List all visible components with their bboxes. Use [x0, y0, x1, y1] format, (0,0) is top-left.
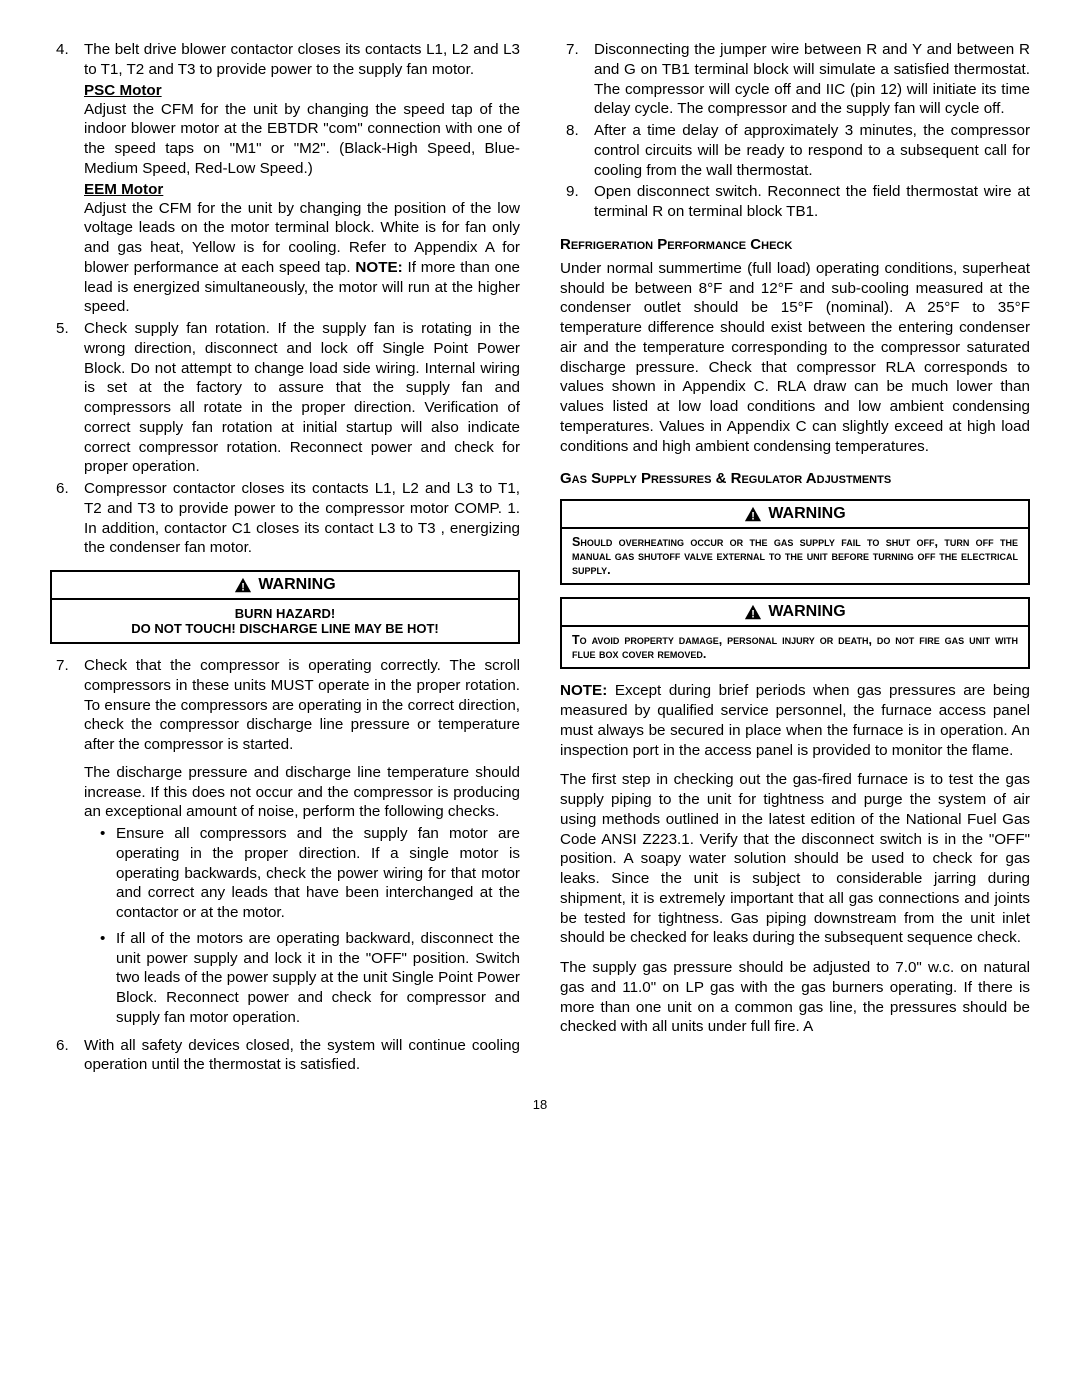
list-item-6a: 6. Compressor contactor closes its conta…	[50, 479, 520, 558]
warning-label: WARNING	[258, 576, 335, 594]
warning-box-burn: ! WARNING BURN HAZARD! DO NOT TOUCH! DIS…	[50, 570, 520, 644]
svg-text:!: !	[752, 609, 756, 621]
list-item-4: 4. The belt drive blower contactor close…	[50, 40, 520, 80]
list-body: With all safety devices closed, the syst…	[84, 1036, 520, 1076]
warning-label: WARNING	[768, 505, 845, 523]
refrigeration-body: Under normal summertime (full load) oper…	[560, 259, 1030, 457]
list-item-8: 8. After a time delay of approximately 3…	[560, 121, 1030, 180]
warning-body: To avoid property damage, personal injur…	[562, 627, 1028, 667]
list-body: Open disconnect switch. Reconnect the fi…	[594, 182, 1030, 222]
list-body: Check supply fan rotation. If the supply…	[84, 319, 520, 477]
gas-check-paragraph: The first step in checking out the gas-f…	[560, 770, 1030, 948]
list-number: 8.	[560, 121, 594, 180]
two-column-layout: 4. The belt drive blower contactor close…	[50, 40, 1030, 1077]
warning-body: Should overheating occur or the gas supp…	[562, 529, 1028, 583]
list-body: After a time delay of approximately 3 mi…	[594, 121, 1030, 180]
warning-box-overheat: ! WARNING Should overheating occur or th…	[560, 499, 1030, 585]
list-item-9: 9. Open disconnect switch. Reconnect the…	[560, 182, 1030, 222]
psc-motor-heading: PSC Motor	[84, 82, 520, 99]
psc-motor-body: Adjust the CFM for the unit by changing …	[84, 100, 520, 179]
supply-pressure-paragraph: The supply gas pressure should be adjust…	[560, 958, 1030, 1037]
list-item-7: 7. Disconnecting the jumper wire between…	[560, 40, 1030, 119]
warning-header: ! WARNING	[52, 572, 518, 600]
bullet-mark: •	[100, 929, 116, 1028]
list-number: 9.	[560, 182, 594, 222]
list-number: 6.	[50, 1036, 84, 1076]
list-number: 6.	[50, 479, 84, 558]
list-number: 7.	[50, 656, 84, 1034]
bullet-item: • Ensure all compressors and the supply …	[84, 824, 520, 923]
list-item-5: 5. Check supply fan rotation. If the sup…	[50, 319, 520, 477]
left-column: 4. The belt drive blower contactor close…	[50, 40, 520, 1077]
list-body: The belt drive blower contactor closes i…	[84, 40, 520, 80]
list-number: 5.	[50, 319, 84, 477]
list-body: Compressor contactor closes its contacts…	[84, 479, 520, 558]
svg-text:!: !	[752, 511, 756, 523]
warning-triangle-icon: !	[744, 604, 762, 620]
warning-triangle-icon: !	[744, 506, 762, 522]
list-number: 4.	[50, 40, 84, 80]
eem-motor-body: Adjust the CFM for the unit by changing …	[84, 199, 520, 318]
bullet-mark: •	[100, 824, 116, 923]
warning-label: WARNING	[768, 603, 845, 621]
gas-supply-heading: Gas Supply Pressures & Regulator Adjustm…	[560, 470, 1030, 487]
right-column: 7. Disconnecting the jumper wire between…	[560, 40, 1030, 1077]
list-item-6b: 6. With all safety devices closed, the s…	[50, 1036, 520, 1076]
list-body: Check that the compressor is operating c…	[84, 656, 520, 1034]
eem-motor-heading: EEM Motor	[84, 181, 520, 198]
bullet-item: • If all of the motors are operating bac…	[84, 929, 520, 1028]
warning-box-flue: ! WARNING To avoid property damage, pers…	[560, 597, 1030, 669]
svg-text:!: !	[242, 581, 246, 593]
list-body: Disconnecting the jumper wire between R …	[594, 40, 1030, 119]
refrigeration-heading: Refrigeration Performance Check	[560, 236, 1030, 253]
warning-body: BURN HAZARD! DO NOT TOUCH! DISCHARGE LIN…	[52, 600, 518, 642]
page-number: 18	[50, 1097, 1030, 1112]
warning-header: ! WARNING	[562, 501, 1028, 529]
list-number: 7.	[560, 40, 594, 119]
note-paragraph: NOTE: Except during brief periods when g…	[560, 681, 1030, 760]
warning-triangle-icon: !	[234, 577, 252, 593]
list-item-7a: 7. Check that the compressor is operatin…	[50, 656, 520, 1034]
item7-continuation: The discharge pressure and discharge lin…	[84, 763, 520, 822]
warning-header: ! WARNING	[562, 599, 1028, 627]
